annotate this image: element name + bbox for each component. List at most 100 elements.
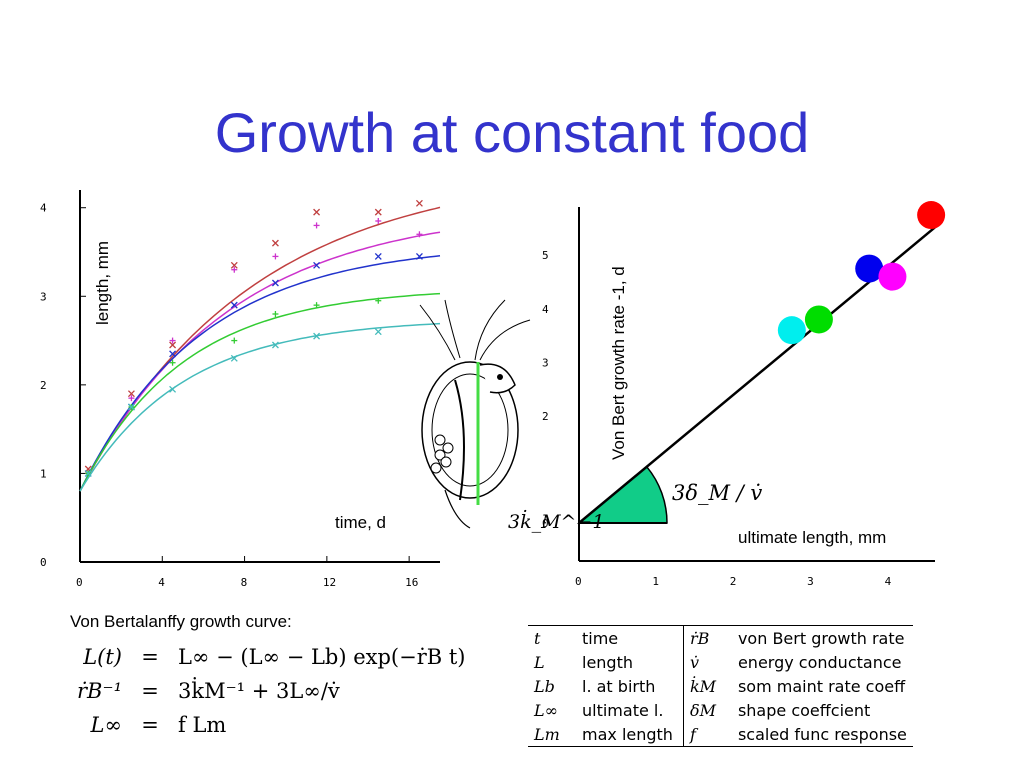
marker-stroke	[169, 341, 177, 349]
data-point	[313, 302, 320, 309]
x-tick-label: 4	[158, 576, 165, 589]
y-tick-label: 0	[542, 517, 549, 530]
y-tick-label: 2	[40, 379, 47, 392]
x-tick-label: 2	[730, 575, 737, 588]
growth-curve	[79, 206, 441, 492]
table-row: Lm max length f scaled func response	[528, 722, 913, 747]
data-point	[169, 385, 177, 393]
x-tick-label: 16	[405, 576, 418, 589]
equation-row: L(t) = L∞ − (L∞ − Lb) exp(−ṙB t)	[30, 640, 466, 674]
data-point	[374, 328, 382, 336]
eq-lhs: L∞	[90, 713, 122, 737]
data-point	[169, 337, 176, 344]
x-tick-label: 4	[885, 575, 892, 588]
marker-stroke	[169, 350, 177, 358]
marker-stroke	[127, 403, 135, 411]
growth-curve	[79, 255, 441, 492]
data-point	[169, 341, 177, 349]
symbol-desc: ultimate l.	[576, 698, 684, 722]
growth-curve	[79, 231, 441, 492]
y-tick-label: 2	[542, 410, 549, 423]
data-point	[415, 252, 423, 260]
table-row: t time ṙB von Bert growth rate	[528, 625, 913, 650]
equation-row: ṙB⁻¹ = 3k̇M⁻¹ + 3L∞/v̇	[30, 674, 466, 708]
marker-stroke	[271, 341, 279, 349]
x-tick-label: 0	[76, 576, 83, 589]
data-point	[230, 261, 238, 269]
marker-stroke	[374, 252, 382, 260]
x-tick-label: 3	[807, 575, 814, 588]
data-point	[230, 301, 238, 309]
eq-rhs: L∞ − (L∞ − Lb) exp(−ṙB t)	[178, 645, 466, 669]
symbol-desc: energy conductance	[737, 652, 902, 672]
data-point	[374, 252, 382, 260]
data-point	[271, 239, 279, 247]
y-tick-label: 3	[40, 290, 47, 303]
table-row: Lb l. at birth k̇M som maint rate coeff	[528, 674, 913, 698]
symbol: f	[689, 724, 696, 744]
slide-title: Growth at constant food	[214, 101, 810, 164]
x-tick-label: 12	[323, 576, 336, 589]
eq-sign: =	[141, 645, 159, 669]
growth-rate-chart: 0 2 3 4 5 0 1 2 3 4	[542, 201, 946, 588]
symbol-desc: som maint rate coeff	[737, 676, 906, 696]
y-tick-label: 5	[542, 249, 549, 262]
x-tick-label: 0	[575, 575, 582, 588]
angle-label: 3δ_M / v̇	[672, 481, 762, 505]
data-point	[231, 266, 238, 273]
table-row: L∞ ultimate l. δM shape coeffcient	[528, 698, 913, 722]
eq-sign: =	[141, 679, 159, 703]
marker-stroke	[313, 261, 321, 269]
eq-lhs: ṙB⁻¹	[77, 679, 122, 703]
data-point	[271, 341, 279, 349]
eq-rhs: 3k̇M⁻¹ + 3L∞/v̇	[178, 679, 340, 703]
data-point	[313, 261, 321, 269]
data-point	[127, 390, 135, 398]
symbol: v̇	[689, 652, 699, 672]
symbol-desc: max length	[576, 722, 684, 747]
data-point	[878, 262, 907, 291]
data-point	[169, 359, 176, 366]
data-point	[231, 337, 238, 344]
vb-caption: Von Bertalanffy growth curve:	[70, 612, 292, 631]
data-point	[777, 316, 806, 345]
equation-row: L∞ = f Lm	[30, 708, 466, 742]
growth-curve	[79, 292, 441, 492]
symbol-table: t time ṙB von Bert growth rate L length …	[528, 625, 913, 747]
data-point	[416, 231, 423, 238]
x-tick-label: 1	[652, 575, 659, 588]
y-tick-label: 4	[542, 303, 549, 316]
data-point	[375, 218, 382, 224]
y-tick-label: 1	[40, 467, 47, 480]
marker-stroke	[230, 301, 238, 309]
data-point	[271, 279, 279, 287]
marker-stroke	[415, 199, 423, 207]
intercept-label: 3k̇_M^−1	[508, 509, 604, 533]
marker-stroke	[84, 469, 92, 477]
symbol: k̇M	[689, 676, 717, 696]
marker-stroke	[169, 385, 177, 393]
symbol: L∞	[534, 700, 558, 720]
symbol-desc: von Bert growth rate	[737, 628, 905, 648]
marker-stroke	[271, 239, 279, 247]
left-y-label: length, mm	[93, 241, 112, 325]
data-point	[313, 222, 320, 229]
data-point	[127, 403, 135, 411]
marker-stroke	[230, 261, 238, 269]
data-point	[313, 208, 321, 216]
marker-stroke	[415, 252, 423, 260]
symbol-desc: length	[576, 650, 684, 674]
data-point	[375, 297, 382, 304]
right-x-label: ultimate length, mm	[738, 528, 886, 547]
x-tick-label: 8	[241, 576, 248, 589]
marker-stroke	[127, 390, 135, 398]
symbol: Lm	[534, 724, 560, 744]
growth-curve	[79, 322, 441, 492]
data-point	[313, 332, 321, 340]
data-point	[84, 469, 92, 477]
y-tick-label: 4	[40, 202, 47, 215]
table-row: L length v̇ energy conductance	[528, 650, 913, 674]
data-point	[169, 350, 177, 358]
